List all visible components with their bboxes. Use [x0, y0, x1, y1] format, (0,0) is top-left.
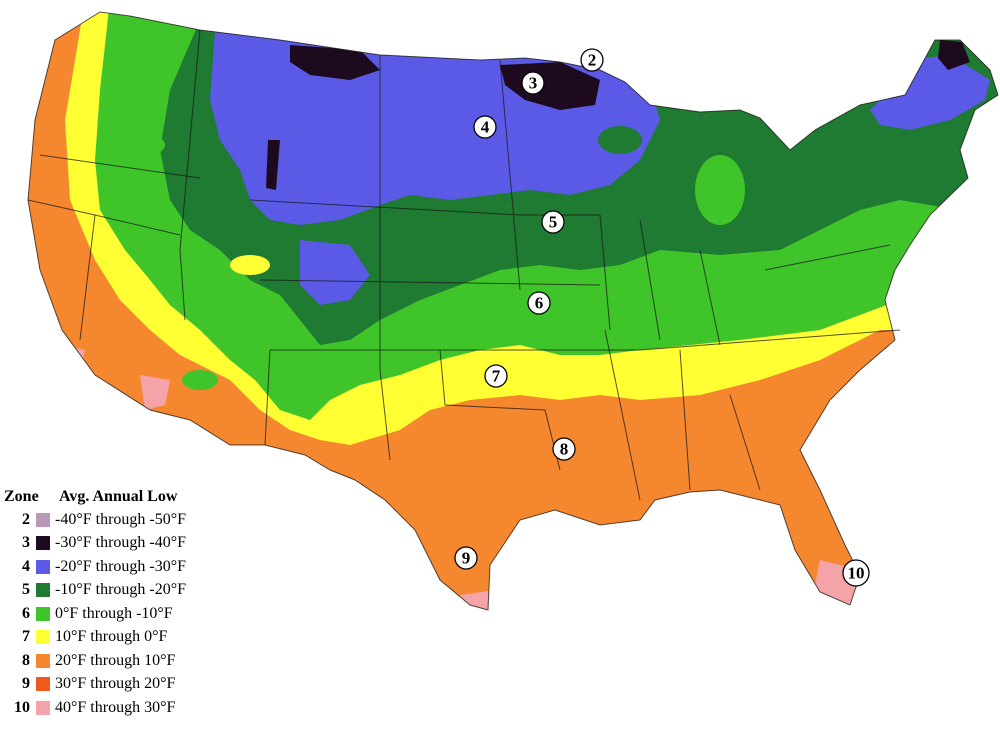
legend-temperature-range: -20°F through -30°F: [55, 557, 187, 575]
state-borders: [27, 11, 999, 611]
svg-text:4: 4: [481, 118, 490, 137]
zone-marker-4: 4: [473, 115, 497, 139]
legend-color-swatch: [36, 606, 50, 621]
legend-row-zone-10: 10 40°F through 30°F: [4, 696, 244, 720]
legend-row-zone-2: 2 -40°F through -50°F: [4, 508, 244, 532]
svg-text:2: 2: [588, 51, 597, 70]
legend-color-swatch: [36, 512, 50, 527]
zone-marker-10: 10: [842, 559, 870, 587]
legend-color-swatch: [36, 630, 50, 645]
legend-temperature-range: 0°F through -10°F: [55, 604, 173, 622]
svg-text:10: 10: [848, 564, 865, 583]
svg-text:9: 9: [462, 549, 471, 568]
legend-color-swatch: [36, 653, 50, 668]
svg-text:6: 6: [535, 294, 544, 313]
legend-temperature-range: -30°F through -40°F: [55, 534, 187, 552]
legend-low-header: Avg. Annual Low: [59, 488, 178, 505]
legend-row-zone-4: 4 -20°F through -30°F: [4, 555, 244, 579]
legend-zone-number: 8: [22, 651, 30, 669]
legend-zone-number: 3: [22, 534, 30, 552]
legend-zone-number: 9: [22, 675, 30, 693]
legend-temperature-range: -40°F through -50°F: [55, 510, 187, 528]
zone-marker-7: 7: [484, 364, 508, 388]
legend-temperature-range: 20°F through 10°F: [55, 651, 176, 669]
legend-color-swatch: [36, 700, 50, 715]
legend-zone-number: 6: [22, 604, 30, 622]
zone-marker-9: 9: [454, 546, 478, 570]
legend-row-zone-7: 7 10°F through 0°F: [4, 626, 244, 650]
legend-color-swatch: [36, 536, 50, 551]
zone-marker-3: 3: [521, 71, 545, 95]
legend-temperature-range: -10°F through -20°F: [55, 581, 187, 599]
legend-row-zone-8: 8 20°F through 10°F: [4, 649, 244, 673]
legend-color-swatch: [36, 559, 50, 574]
legend-row-zone-5: 5 -10°F through -20°F: [4, 579, 244, 603]
legend-temperature-range: 30°F through 20°F: [55, 675, 176, 693]
zone-marker-6: 6: [527, 291, 551, 315]
legend-row-zone-6: 6 0°F through -10°F: [4, 602, 244, 626]
legend-zone-number: 10: [14, 698, 30, 716]
svg-text:3: 3: [529, 74, 538, 93]
legend-header: Zone Avg. Annual Low: [4, 486, 244, 508]
legend-row-zone-3: 3 -30°F through -40°F: [4, 532, 244, 556]
legend-zone-number: 4: [22, 557, 30, 575]
svg-text:7: 7: [492, 367, 501, 386]
legend-row-zone-9: 9 30°F through 20°F: [4, 673, 244, 697]
legend-color-swatch: [36, 583, 50, 598]
zone-legend: Zone Avg. Annual Low 2 -40°F through -50°…: [4, 486, 244, 720]
legend-zone-header: Zone: [4, 488, 39, 505]
zone-marker-8: 8: [552, 437, 576, 461]
zone-marker-2: 2: [580, 48, 604, 72]
zone-marker-5: 5: [541, 210, 565, 234]
svg-text:5: 5: [549, 213, 558, 232]
legend-temperature-range: 10°F through 0°F: [55, 628, 168, 646]
legend-zone-number: 5: [22, 581, 30, 599]
svg-text:8: 8: [560, 440, 569, 459]
legend-color-swatch: [36, 677, 50, 692]
legend-zone-number: 2: [22, 510, 30, 528]
legend-temperature-range: 40°F through 30°F: [55, 698, 176, 716]
legend-zone-number: 7: [22, 628, 30, 646]
